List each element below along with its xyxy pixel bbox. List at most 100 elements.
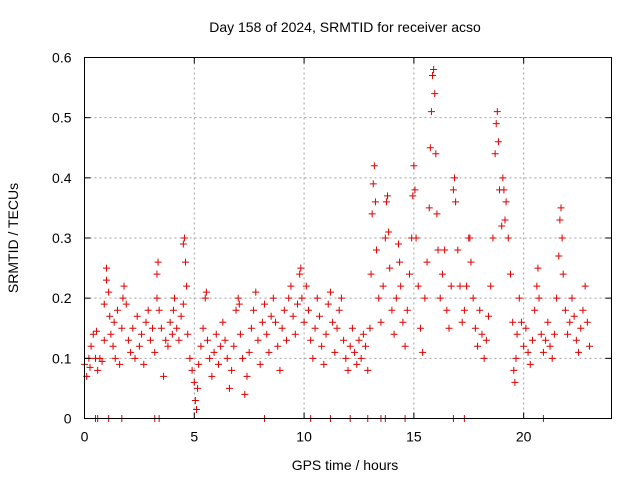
data-point	[555, 252, 563, 260]
data-point	[375, 294, 383, 302]
data-point	[235, 300, 243, 308]
data-point	[474, 342, 482, 350]
data-point	[107, 330, 115, 338]
data-point	[223, 354, 231, 362]
data-point	[177, 312, 185, 320]
y-tick-labels: 0 0.1 0.2 0.3 0.4 0.5 0.6	[52, 50, 72, 427]
data-point	[550, 330, 558, 338]
data-point	[135, 342, 143, 350]
data-point	[329, 318, 337, 326]
data-point	[239, 354, 247, 362]
data-point	[520, 342, 528, 350]
data-point	[228, 366, 236, 374]
data-point	[206, 354, 214, 362]
data-point	[553, 294, 561, 302]
data-point	[138, 330, 146, 338]
data-point	[182, 258, 190, 266]
data-point	[300, 318, 308, 326]
data-point	[524, 348, 532, 356]
data-point	[217, 342, 225, 350]
data-point	[537, 330, 545, 338]
data-point	[458, 318, 466, 326]
data-point	[403, 306, 411, 314]
data-point	[531, 306, 539, 314]
data-point	[274, 342, 282, 350]
data-point	[575, 348, 583, 356]
data-point	[579, 306, 587, 314]
data-point	[166, 318, 174, 326]
data-point	[256, 360, 264, 368]
data-point	[364, 366, 372, 374]
data-point	[504, 234, 512, 242]
data-point	[366, 324, 374, 332]
data-point	[558, 234, 566, 242]
data-point	[438, 270, 446, 278]
data-point	[386, 264, 394, 272]
data-point	[225, 384, 233, 392]
data-point	[118, 324, 126, 332]
data-point	[110, 318, 118, 326]
data-point	[289, 312, 297, 320]
data-point	[214, 360, 222, 368]
data-point	[432, 150, 440, 158]
data-point	[127, 348, 135, 356]
x-tick-label: 5	[190, 429, 198, 445]
data-point	[359, 330, 367, 338]
data-point	[445, 324, 453, 332]
y-tick-label: 0.4	[52, 170, 72, 186]
data-point	[423, 258, 431, 266]
data-point	[322, 330, 330, 338]
data-point	[296, 270, 304, 278]
data-point	[429, 72, 437, 80]
data-point	[162, 336, 170, 344]
data-point	[411, 186, 419, 194]
data-point	[254, 336, 262, 344]
data-point	[93, 327, 101, 335]
data-point	[510, 366, 518, 374]
data-point	[396, 258, 404, 266]
data-point	[494, 138, 502, 146]
data-point	[362, 342, 370, 350]
x-axis-label: GPS time / hours	[292, 457, 399, 473]
data-point	[416, 324, 424, 332]
data-point	[146, 336, 154, 344]
data-point	[487, 282, 495, 290]
data-point	[333, 324, 341, 332]
data-point	[392, 294, 400, 302]
data-point	[410, 162, 418, 170]
data-point	[368, 210, 376, 218]
data-point	[230, 342, 238, 350]
data-point	[269, 294, 277, 302]
data-point	[154, 258, 162, 266]
x-tick-label: 20	[516, 429, 532, 445]
data-point	[476, 306, 484, 314]
data-point	[443, 306, 451, 314]
data-point	[482, 336, 490, 344]
data-point	[183, 282, 191, 290]
data-point	[212, 330, 220, 338]
x-tick-label: 10	[296, 429, 312, 445]
data-point	[201, 294, 209, 302]
data-point	[173, 324, 181, 332]
data-point	[335, 306, 343, 314]
data-point	[311, 324, 319, 332]
data-point	[367, 270, 375, 278]
data-point	[175, 336, 183, 344]
data-point	[194, 384, 202, 392]
data-point	[539, 348, 547, 356]
data-point	[355, 336, 363, 344]
data-point	[384, 192, 392, 200]
data-point	[427, 108, 435, 116]
data-point	[379, 282, 387, 290]
data-point	[436, 294, 444, 302]
data-point	[133, 312, 141, 320]
data-point	[283, 336, 291, 344]
data-point	[340, 336, 348, 344]
data-point	[188, 366, 196, 374]
data-point	[434, 246, 442, 254]
data-point	[357, 354, 365, 362]
data-point	[447, 282, 455, 290]
data-point	[501, 216, 509, 224]
y-tick-label: 0.3	[52, 230, 72, 246]
data-point	[144, 306, 152, 314]
